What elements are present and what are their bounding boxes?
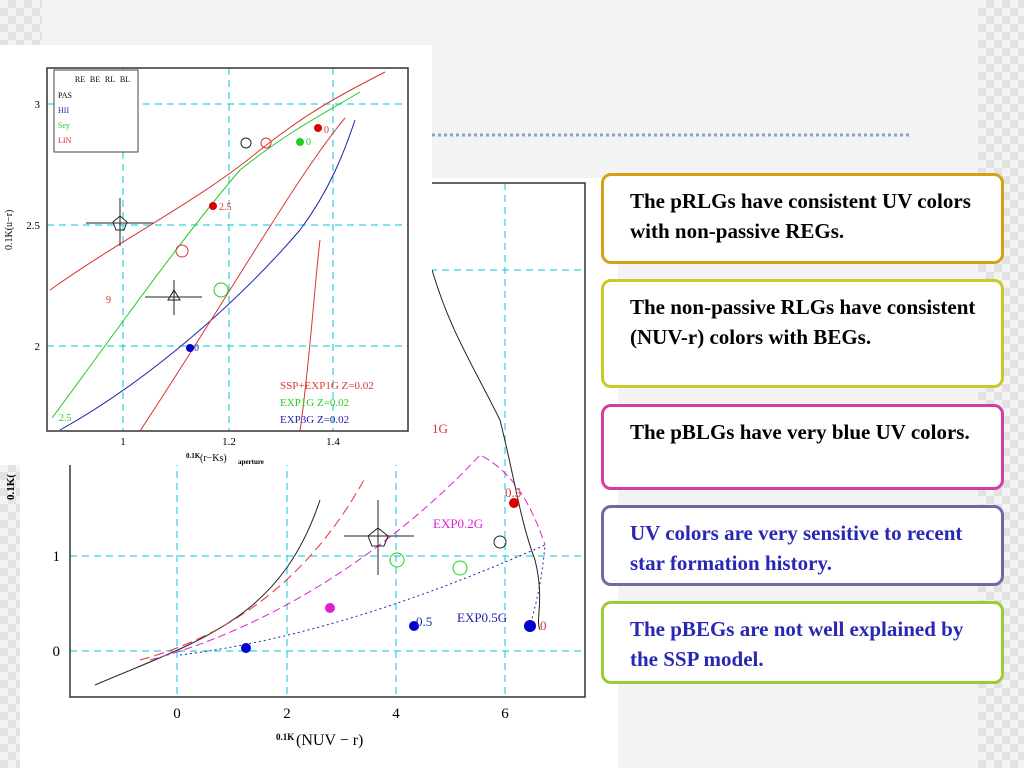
y-label: 0.1K(	[5, 474, 17, 500]
x-label-prefix: 0.1K	[276, 732, 294, 742]
model-label: EXP3G Z=0.02	[280, 414, 349, 426]
legend-row: PAS	[58, 91, 72, 100]
front-plot	[46, 67, 409, 432]
x-label: (r−Ks)	[200, 453, 227, 464]
legend-header: RL	[105, 75, 115, 84]
x-tick-label: 1	[120, 436, 126, 448]
x-tick-label: 0	[173, 706, 181, 722]
text-box: The non-passive RLGs have consistent (NU…	[601, 279, 1004, 388]
annotation: 0	[194, 343, 199, 354]
annotation: EXP0.5G	[457, 610, 507, 625]
y-tick-label: 3	[35, 99, 41, 111]
legend-header: BL	[120, 75, 130, 84]
text-box: The pRLGs have consistent UV colors with…	[601, 173, 1004, 264]
legend-row: LIN	[58, 136, 72, 145]
x-tick-label: 1.2	[222, 436, 236, 448]
annotation: 0.5	[505, 485, 521, 500]
x-label-prefix: 0.1K	[186, 452, 201, 460]
y-tick-label: 0	[53, 644, 61, 660]
y-tick-label: 1	[53, 549, 61, 565]
annotation: 9	[106, 295, 111, 306]
legend-header: RE	[75, 75, 85, 84]
text-box: UV colors are very sensitive to recent s…	[601, 505, 1004, 586]
annotation: 2.5	[219, 202, 232, 213]
x-tick-label: 1.4	[326, 436, 340, 448]
box-text: The pRLGs have consistent UV colors with…	[630, 189, 971, 243]
legend-row: HII	[58, 106, 69, 115]
box-text: The pBEGs are not well explained by the …	[630, 617, 964, 671]
annotation: EXP0.2G	[433, 516, 483, 531]
annotation: 0.5	[416, 614, 432, 629]
annotation: 0	[540, 618, 547, 633]
box-text: The pBLGs have very blue UV colors.	[630, 420, 970, 444]
y-label: 0.1K(u−r)	[4, 210, 15, 250]
x-label-sub: aperture	[238, 458, 264, 466]
annotation: 0	[324, 125, 329, 136]
x-tick-label: 2	[283, 706, 291, 722]
x-tick-label: 6	[501, 706, 509, 722]
y-tick-label: 2	[35, 341, 41, 353]
box-text: UV colors are very sensitive to recent s…	[630, 521, 963, 575]
model-label: EXP1G Z=0.02	[280, 397, 349, 409]
y-tick-label: 2.5	[26, 220, 40, 232]
x-tick-label: 4	[392, 706, 400, 722]
box-text: The non-passive RLGs have consistent (NU…	[630, 295, 976, 349]
model-label: SSP+EXP1G Z=0.02	[280, 380, 374, 392]
x-label: (NUV − r)	[296, 732, 363, 749]
legend-row: Sey	[58, 121, 70, 130]
text-box: The pBEGs are not well explained by the …	[601, 601, 1004, 684]
text-box: The pBLGs have very blue UV colors.	[601, 404, 1004, 490]
annotation: 1G	[432, 421, 448, 436]
annotation: 2.5	[59, 413, 72, 424]
annotation: 0	[306, 137, 311, 148]
legend-header: BE	[90, 75, 100, 84]
